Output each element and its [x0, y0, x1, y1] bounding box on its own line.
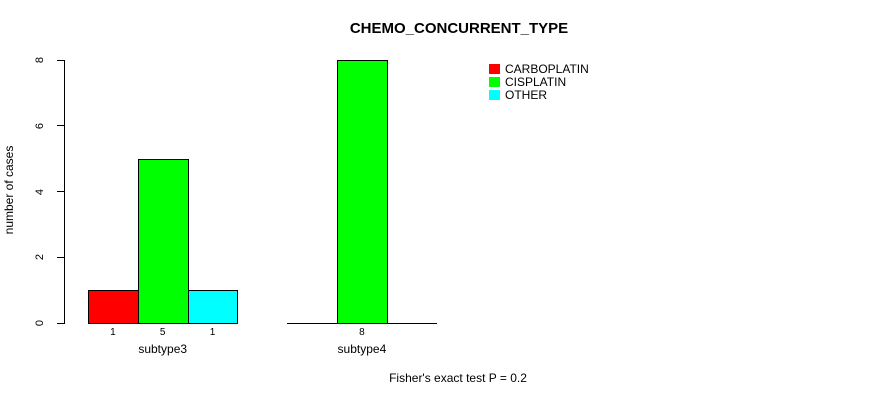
y-tick-label: 2	[34, 254, 46, 261]
y-tick-mark	[57, 191, 64, 192]
y-tick-mark	[57, 256, 64, 258]
category-label-subtype4: subtype4	[337, 342, 387, 356]
category-label-subtype3: subtype3	[138, 342, 188, 356]
y-tick-mark	[57, 322, 64, 324]
legend-label: CARBOPLATIN	[505, 62, 589, 76]
bar-subtype3-carboplatin	[88, 290, 139, 324]
y-axis	[64, 60, 65, 324]
bar-subtype3-other	[187, 290, 239, 324]
legend-swatch-icon	[489, 64, 500, 74]
y-tick-mark	[57, 59, 64, 61]
legend-item-cisplatin: CISPLATIN	[489, 75, 589, 89]
y-tick-mark	[57, 125, 64, 127]
bar-count-label: 1	[110, 327, 116, 338]
bar-count-label: 8	[359, 327, 365, 338]
bar-count-label: 1	[209, 327, 216, 338]
legend-item-other: OTHER	[489, 88, 589, 102]
legend: CARBOPLATIN CISPLATIN OTHER	[489, 62, 589, 102]
y-tick-label: 8	[34, 56, 46, 64]
legend-label: OTHER	[505, 88, 547, 102]
legend-swatch-icon	[489, 90, 500, 100]
y-axis-label: number of cases	[2, 145, 16, 235]
chart-title: CHEMO_CONCURRENT_TYPE	[349, 20, 569, 37]
bar-subtype4-cisplatin	[337, 60, 388, 324]
legend-label: CISPLATIN	[505, 75, 567, 89]
y-tick-label: 4	[34, 188, 46, 195]
y-tick-label: 6	[34, 122, 46, 129]
legend-swatch-icon	[489, 77, 500, 87]
bar-count-label: 5	[159, 327, 166, 338]
annotation-text: Fisher's exact test P = 0.2	[389, 371, 527, 385]
bar-subtype3-cisplatin	[137, 158, 189, 324]
y-tick-label: 0	[34, 319, 46, 327]
legend-item-carboplatin: CARBOPLATIN	[489, 62, 589, 76]
